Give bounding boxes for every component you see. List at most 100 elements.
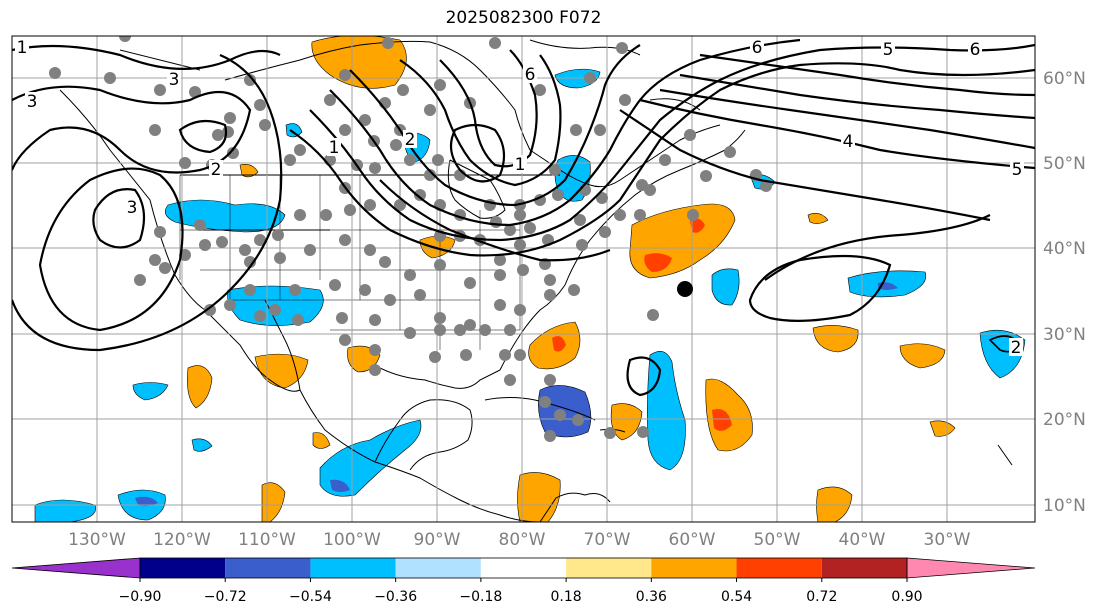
station-dot (404, 154, 416, 166)
contour-label: 4 (843, 132, 854, 152)
station-dot (552, 189, 564, 201)
contour-label-bg (327, 138, 341, 156)
contour-label: 6 (525, 65, 536, 85)
station-dot (382, 37, 394, 49)
station-dot (254, 310, 266, 322)
station-dot (576, 239, 588, 251)
contour-label: 5 (883, 40, 894, 60)
station-dot (239, 244, 251, 256)
station-dot (224, 112, 236, 124)
station-dot (572, 414, 584, 426)
contour-label-bg (1009, 338, 1023, 356)
contour-label: 5 (1012, 160, 1023, 180)
station-dot (224, 299, 236, 311)
station-dot (616, 42, 628, 54)
station-dot (269, 304, 281, 316)
station-dot (339, 124, 351, 136)
lon-label: 50°W (754, 530, 801, 550)
station-dot (514, 239, 526, 251)
station-dot (594, 124, 606, 136)
contour-label-bg (881, 40, 895, 58)
station-dot (424, 104, 436, 116)
colorbar-swatch (140, 558, 226, 578)
colorbar-swatch (310, 558, 396, 578)
station-dot (544, 430, 556, 442)
colorbar-swatch (395, 558, 481, 578)
contour-label-bg (513, 155, 527, 173)
station-dot (379, 256, 391, 268)
station-dot (369, 314, 381, 326)
station-dot (134, 274, 146, 286)
station-dot (294, 209, 306, 221)
contour-label-bg (125, 198, 139, 216)
longitude-labels: 130°W 120°W 110°W 100°W 90°W 80°W 70°W 60°W 50°W… (68, 530, 971, 550)
station-dot (539, 396, 551, 408)
colorbar-extend-low (11, 557, 141, 579)
station-dot (179, 157, 191, 169)
station-dot (49, 67, 61, 79)
contour-label-bg (403, 130, 417, 148)
station-dot (154, 84, 166, 96)
station-dot (464, 319, 476, 331)
station-dot (284, 154, 296, 166)
station-dot (364, 244, 376, 256)
map-title: 2025082300 F072 (445, 8, 602, 28)
colorbar-tick-label: −0.18 (459, 589, 502, 605)
station-dot (364, 199, 376, 211)
station-dot (434, 324, 446, 336)
station-dot (549, 164, 561, 176)
lat-label: 30°N (1043, 325, 1086, 345)
station-dot (517, 264, 529, 276)
colorbar-swatch (736, 558, 822, 578)
lon-label: 110°W (238, 530, 296, 550)
station-dot (684, 129, 696, 141)
colorbar-tick-label: 0.90 (891, 589, 922, 605)
station-dot (724, 146, 736, 158)
station-dot (637, 426, 649, 438)
station-dot (294, 144, 306, 156)
station-dot (404, 269, 416, 281)
contour-label-bg (968, 40, 982, 58)
station-dot (489, 37, 501, 49)
station-dot (339, 234, 351, 246)
station-dot (514, 304, 526, 316)
station-dot (194, 219, 206, 231)
lon-label: 100°W (323, 530, 381, 550)
lat-label: 10°N (1043, 496, 1086, 516)
lat-label: 40°N (1043, 239, 1086, 259)
station-dot (636, 179, 648, 191)
colorbar-swatch (821, 558, 907, 578)
station-dot (544, 274, 556, 286)
contour-label: 2 (211, 160, 222, 180)
station-dot (424, 169, 436, 181)
station-dot (494, 269, 506, 281)
contour-label: 1 (17, 38, 28, 58)
storm-position-marker (677, 281, 693, 297)
station-dot (254, 99, 266, 111)
station-dot (244, 74, 256, 86)
lat-label: 20°N (1043, 410, 1086, 430)
station-dot (369, 162, 381, 174)
station-dot (554, 409, 566, 421)
station-dot (244, 256, 256, 268)
station-dot (369, 344, 381, 356)
lon-label: 80°W (499, 530, 546, 550)
station-dot (329, 279, 341, 291)
lon-label: 90°W (414, 530, 461, 550)
station-dot (149, 124, 161, 136)
colorbar-tick-label: −0.54 (289, 589, 332, 605)
contour-label-bg (523, 65, 537, 83)
colorbar-swatch (225, 558, 311, 578)
station-dot (490, 216, 502, 228)
contour-label-bg (750, 38, 764, 56)
contour-label: 1 (515, 155, 526, 175)
station-dot (104, 72, 116, 84)
station-dot (189, 86, 201, 98)
contour-label: 3 (27, 92, 38, 112)
map-border (11, 35, 1036, 523)
station-dot (534, 84, 546, 96)
lon-label: 120°W (153, 530, 211, 550)
station-dot (568, 284, 580, 296)
contour-label: 1 (329, 138, 340, 158)
